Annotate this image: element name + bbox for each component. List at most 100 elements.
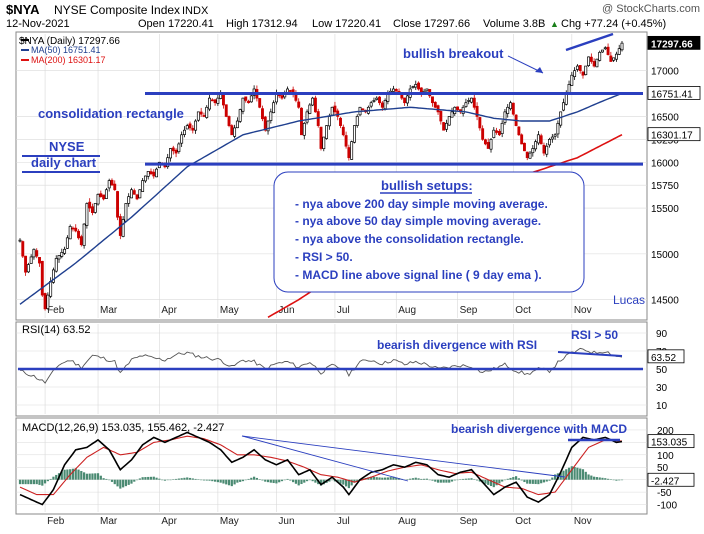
rsi-last-value: 63.52 [651,353,676,364]
price-candle [573,70,577,77]
macd-axis: -100-50050100150200153.035-2.427 [647,426,695,512]
macd-histogram-bar [425,478,429,480]
macd-histogram-bar [453,479,456,481]
price-candle [227,116,231,126]
month-label: Apr [161,516,177,527]
macd-histogram-bar [261,479,264,481]
price-candle [595,58,599,68]
price-candle [107,180,111,189]
macd-histogram-bar [356,479,359,481]
price-tick-label: 17000 [651,67,679,78]
macd-histogram-bar [450,479,454,482]
macd-histogram-bar [409,478,412,480]
price-candle [63,248,67,254]
macd-histogram-bar [554,474,557,480]
price-candle [548,139,551,146]
price-candle [51,269,55,283]
price-candle [300,107,303,136]
macd-histogram-bar [456,479,459,481]
macd-histogram-bar [439,479,442,483]
setup-item-3: - nya above the consolidation rectangle. [295,232,524,246]
macd-histogram-bar [230,479,233,487]
price-candle [562,102,565,111]
setup-item-2: - nya above 50 day simple moving average… [295,214,541,228]
macd-histogram-bar [584,471,587,480]
price-candle [143,175,147,182]
macd-histogram-bar [392,476,395,480]
price-candle [575,65,579,70]
watermark: @ StockCharts.com [602,3,700,15]
price-candle [542,144,546,154]
macd-histogram-bar [526,479,529,484]
hist-last-value: -2.427 [651,476,680,487]
setups-box [273,171,585,293]
macd-histogram-bar [135,479,139,481]
month-label: Oct [515,516,531,527]
price-candle [523,142,526,152]
macd-histogram-bar [331,479,334,481]
price-candle [461,106,465,114]
macd-histogram-bar [233,479,236,485]
month-label: Mar [100,516,118,527]
macd-histogram-bar [386,477,389,480]
open-value: Open 17220.41 [138,18,214,30]
price-candle [121,219,125,237]
macd-histogram-bar [620,479,624,481]
price-candle [327,116,331,127]
price-candle [417,82,420,90]
price-candle [169,148,172,159]
macd-histogram-bar [378,477,381,480]
price-candle [492,129,496,138]
date: 12-Nov-2021 [6,18,70,30]
rsi-tick-label: 10 [656,401,668,412]
macd-histogram-bar [350,479,353,486]
macd-histogram-bar [598,477,601,480]
price-tick-label: 14500 [651,296,679,307]
price-candle [224,104,228,117]
macd-histogram-bar [219,479,222,483]
price-candle [584,65,588,75]
macd-histogram-bar [250,477,253,480]
change-value: Chg +77.24 (+0.45%) [561,18,666,30]
price-candle [297,101,301,108]
price-candle [272,102,276,114]
hist-last-box [647,472,695,487]
macd-histogram-bar [35,479,38,485]
volume-value: Volume 3.8B [483,18,545,30]
exchange: INDX [182,5,209,17]
price-candle [539,135,543,145]
macd-histogram-bar [448,479,451,483]
macd-histogram-bar [347,479,350,489]
macd-histogram-bar [283,479,286,481]
macd-histogram-bar [46,479,49,482]
price-candle [138,189,142,199]
macd-histogram-bar [434,479,437,482]
price-candle [24,255,28,273]
macd-histogram-bar [406,479,409,480]
price-candle [372,100,376,102]
macd-histogram-bar [431,479,434,481]
price-candle [185,125,189,130]
macd-divergence-label: bearish divergence with MACD [451,422,627,436]
macd-histogram-bar [562,470,565,480]
price-candle [280,95,284,99]
macd-histogram-bar [414,477,417,480]
price-candle [127,196,131,204]
price-candle [155,168,159,178]
month-label: Jun [278,516,294,527]
price-candle [369,102,373,107]
macd-histogram-bar [211,479,214,482]
macd-histogram-bar [197,479,200,480]
macd-histogram-bar [110,479,114,482]
month-label: Jul [337,516,350,527]
price-candle [130,189,133,199]
price-candle [222,93,225,106]
rsi-title: RSI(14) 63.52 [22,324,90,336]
price-candle [325,125,329,139]
macd-histogram-bar [517,478,520,480]
price-candle [305,111,309,123]
price-candle [497,130,501,136]
macd-histogram-bar [158,478,161,480]
month-label: May [220,305,239,316]
macd-histogram-bar [177,478,180,480]
